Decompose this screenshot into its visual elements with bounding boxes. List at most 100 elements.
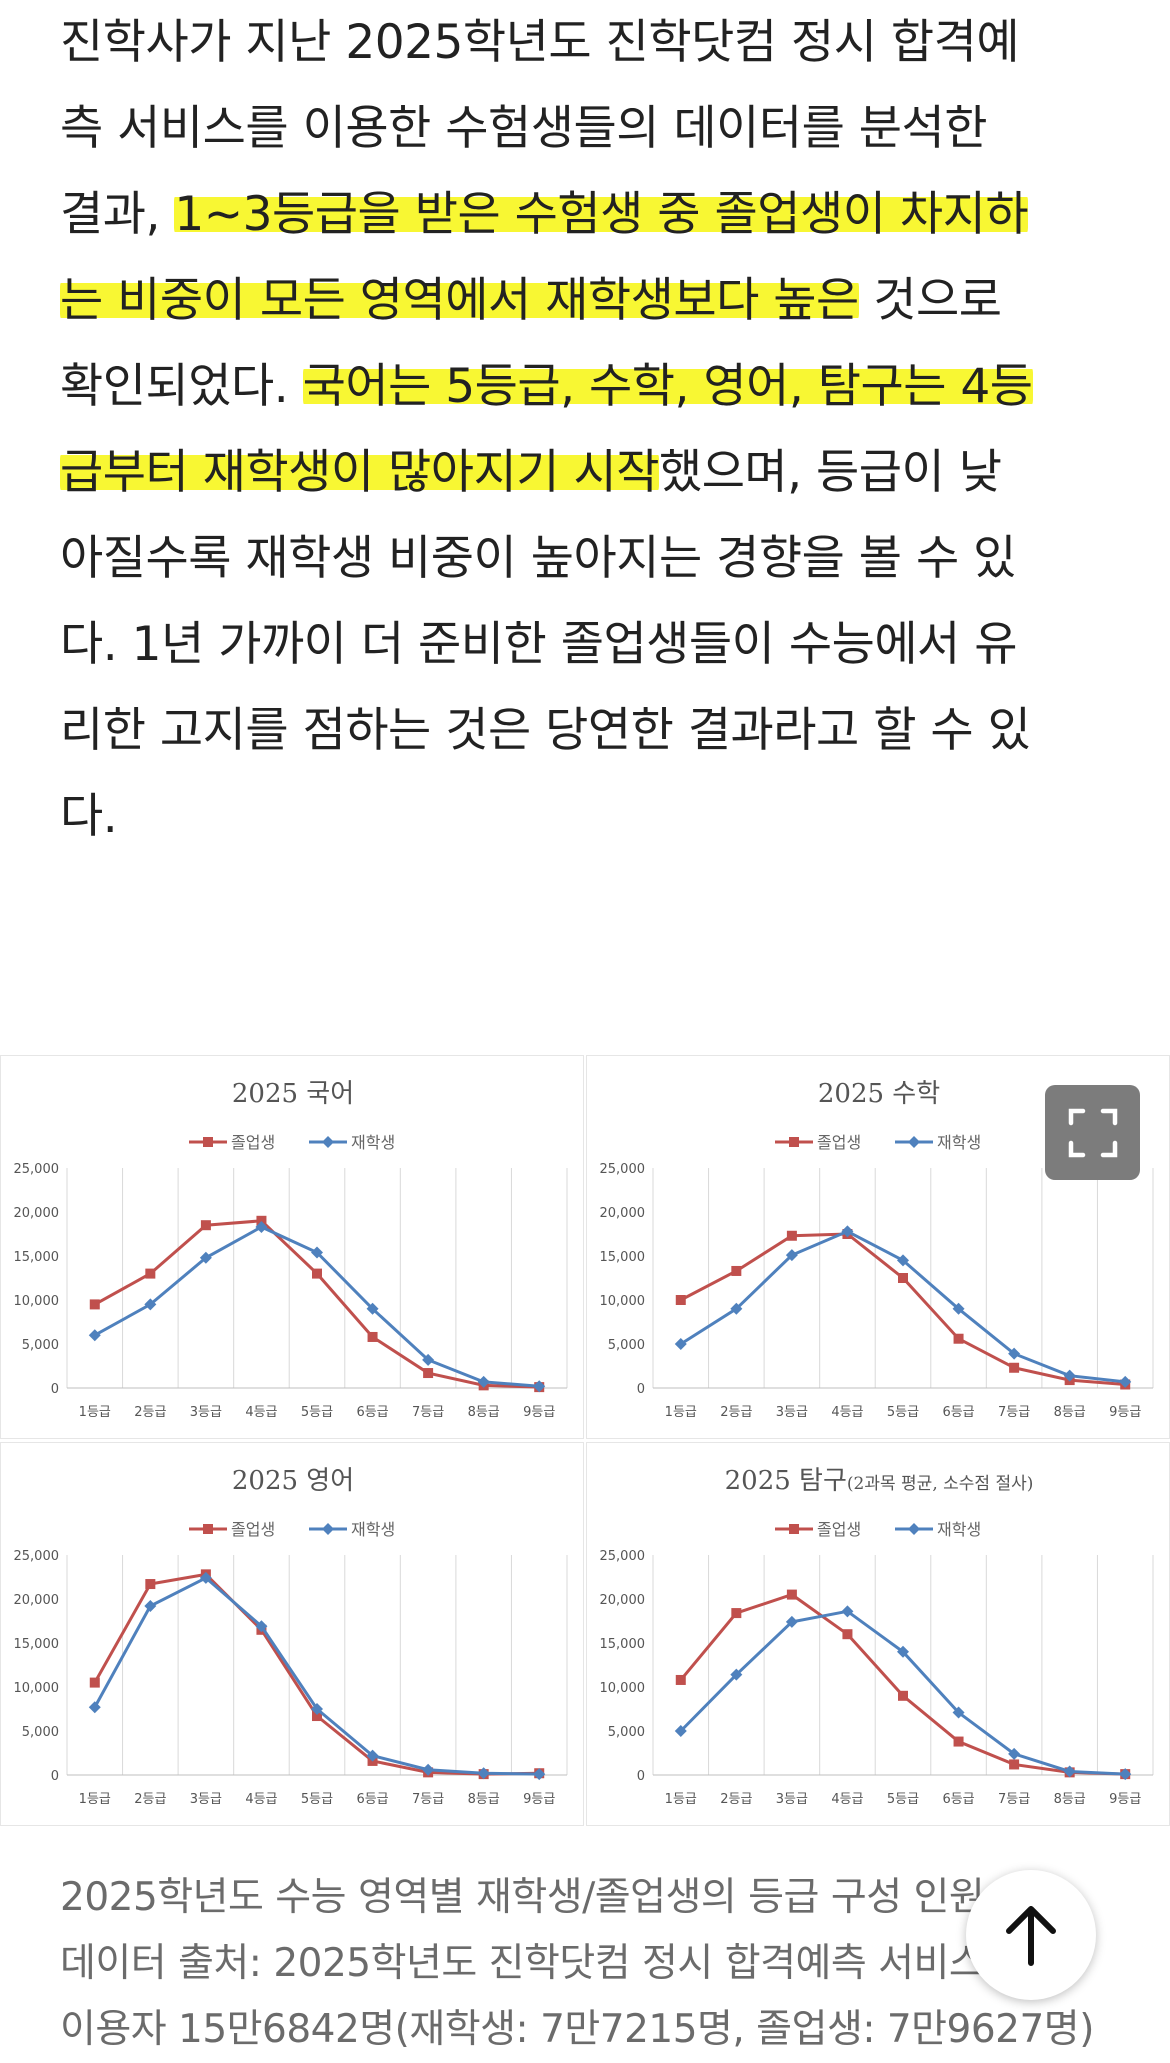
scroll-to-top-button[interactable]: [966, 1870, 1096, 2000]
data-point-student: [144, 1600, 157, 1613]
data-point-graduate: [898, 1690, 908, 1701]
x-tick-label: 3등급: [190, 1792, 222, 1807]
data-point-graduate: [898, 1273, 908, 1283]
x-tick-label: 7등급: [998, 1792, 1030, 1807]
chart-legend: 졸업생 재학생: [189, 1520, 395, 1539]
y-tick-label: 10,000: [14, 1681, 60, 1696]
x-tick-label: 3등급: [190, 1405, 222, 1420]
data-point-student: [311, 1246, 323, 1259]
legend-marker: [789, 1137, 799, 1147]
article-text: 리한 고지를 점하는 것은 당연한 결과라고 할 수 있: [60, 703, 1031, 758]
data-point-student: [255, 1620, 268, 1633]
x-tick-label: 4등급: [245, 1405, 277, 1420]
data-point-student: [785, 1615, 798, 1628]
data-point-student: [1008, 1347, 1021, 1360]
data-point-graduate: [786, 1589, 797, 1600]
data-point-student: [477, 1767, 490, 1780]
chart-panel-inquiry: 2025 탐구(2과목 평균, 소수점 절사) 졸업생 재학생 25,000 20,00…: [586, 1442, 1170, 1826]
data-point-graduate: [1009, 1362, 1020, 1373]
data-point-student: [199, 1251, 212, 1264]
x-tick-label: 6등급: [356, 1405, 388, 1420]
y-tick-label: 15,000: [14, 1637, 60, 1652]
data-point-student: [1119, 1768, 1132, 1781]
x-tick-label: 1등급: [79, 1405, 111, 1420]
y-tick-label: 0: [637, 1769, 645, 1784]
legend-marker: [908, 1523, 920, 1535]
y-tick-label: 20,000: [600, 1593, 646, 1608]
data-point-student: [366, 1302, 379, 1315]
data-point-graduate: [145, 1268, 156, 1279]
data-point-student: [422, 1353, 435, 1366]
data-point-student: [199, 1571, 212, 1584]
series-line-graduate: [93, 1572, 540, 1776]
x-tick-label: 6등급: [942, 1792, 974, 1807]
data-point-student: [144, 1298, 157, 1311]
data-point-student: [730, 1668, 743, 1681]
data-point-student: [952, 1302, 965, 1315]
highlighted-text: 국어는 5등급, 수학, 영어, 탐구는 4등: [302, 359, 1033, 414]
article-line: 아질수록 재학생 비중이 높아지는 경향을 볼 수 있: [60, 516, 1120, 602]
data-point-student: [1008, 1747, 1021, 1760]
article-text: 측 서비스를 이용한 수험생들의 데이터를 분석한: [60, 101, 988, 156]
chart-title: 2025 국어: [232, 1079, 354, 1109]
data-point-student: [477, 1375, 490, 1388]
y-tick-label: 20,000: [14, 1593, 60, 1608]
arrow-up-icon: [1006, 1906, 1056, 1966]
chart-grid: 2025 국어 졸업생 재학생 25,000 20,000 15,000 10,000 5,0…: [0, 1055, 1170, 1826]
data-point-graduate: [89, 1299, 100, 1310]
data-point-graduate: [423, 1368, 434, 1379]
data-point-student: [88, 1701, 101, 1714]
data-point-graduate: [675, 1295, 686, 1305]
y-tick-label: 25,000: [600, 1549, 646, 1564]
x-tick-label: 5등급: [887, 1792, 919, 1807]
article-text: 결과,: [60, 187, 175, 242]
article-line: 결과, 1~3등급을 받은 수험생 중 졸업생이 차지하: [60, 172, 1120, 258]
highlighted-text: 급부터 재학생이 많아지기 시작: [60, 445, 659, 500]
data-point-student: [88, 1329, 101, 1342]
y-tick-label: 10,000: [600, 1681, 646, 1696]
caption-line-1: 2025학년도 수능 영역별 재학생/졸업생의 등급 구성 인원: [60, 1875, 985, 1920]
data-point-graduate: [731, 1265, 742, 1276]
chart-inquiry: 2025 탐구(2과목 평균, 소수점 절사) 졸업생 재학생 25,000 20,00…: [600, 1466, 1154, 1807]
x-tick-label: 5등급: [301, 1792, 333, 1807]
legend-label: 졸업생: [817, 1133, 861, 1152]
fullscreen-button[interactable]: [1045, 1085, 1140, 1180]
y-tick-label: 0: [51, 1382, 59, 1397]
x-tick-label: 8등급: [1054, 1405, 1086, 1420]
x-tick-label: 5등급: [301, 1405, 333, 1420]
data-point-student: [366, 1749, 379, 1762]
data-point-student: [1063, 1765, 1076, 1778]
x-tick-label: 5등급: [887, 1405, 919, 1420]
data-point-student: [422, 1763, 435, 1776]
data-point-student: [897, 1645, 909, 1658]
y-tick-label: 15,000: [14, 1250, 60, 1265]
article-text: 다. 1년 가까이 더 준비한 졸업생들이 수능에서 유: [60, 617, 1017, 672]
image-caption: 2025학년도 수능 영역별 재학생/졸업생의 등급 구성 인원 데이터 출처:…: [60, 1865, 1140, 2063]
x-tick-label: 1등급: [79, 1792, 111, 1807]
caption-line-2: 데이터 출처: 2025학년도 진학닷컴 정시 합격예측 서비스: [60, 1941, 985, 1986]
chart-legend: 졸업생 재학생: [189, 1133, 395, 1152]
x-tick-label: 3등급: [776, 1792, 808, 1807]
data-point-graduate: [312, 1268, 322, 1279]
legend-marker: [322, 1136, 334, 1148]
y-tick-label: 15,000: [600, 1250, 646, 1265]
y-tick-label: 25,000: [14, 1549, 60, 1564]
y-tick-label: 10,000: [14, 1294, 60, 1309]
article-line: 측 서비스를 이용한 수험생들의 데이터를 분석한: [60, 86, 1120, 172]
article-text: 아질수록 재학생 비중이 높아지는 경향을 볼 수 있: [60, 531, 1016, 586]
article-line: 진학사가 지난 2025학년도 진학닷컴 정시 합격예: [60, 0, 1120, 86]
x-tick-label: 4등급: [245, 1792, 277, 1807]
chart-legend: 졸업생 재학생: [775, 1133, 981, 1152]
y-tick-label: 20,000: [14, 1206, 60, 1221]
x-tick-label: 8등급: [1054, 1792, 1086, 1807]
data-point-graduate: [256, 1215, 267, 1226]
legend-marker: [322, 1523, 334, 1535]
article-line: 리한 고지를 점하는 것은 당연한 결과라고 할 수 있: [60, 688, 1120, 774]
highlighted-text: 는 비중이 모든 영역에서 재학생보다 높은: [60, 273, 859, 328]
data-point-student: [533, 1380, 546, 1393]
x-tick-label: 2등급: [134, 1405, 166, 1420]
data-point-student: [730, 1302, 743, 1315]
y-tick-label: 25,000: [14, 1162, 60, 1177]
